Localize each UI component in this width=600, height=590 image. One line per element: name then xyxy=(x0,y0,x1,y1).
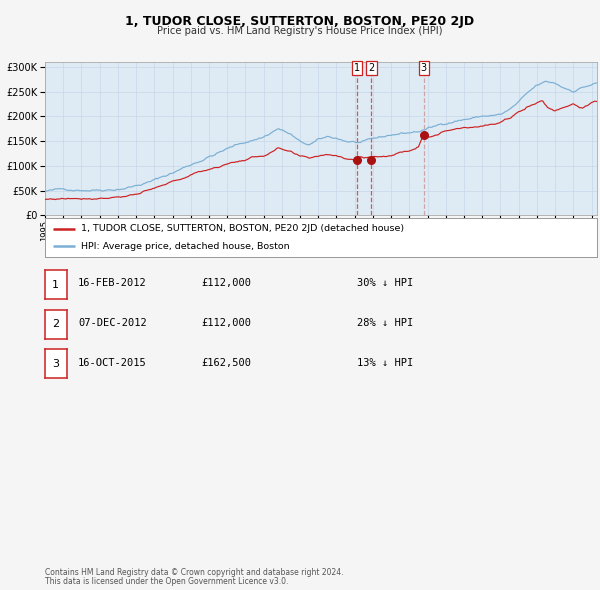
Text: 1, TUDOR CLOSE, SUTTERTON, BOSTON, PE20 2JD (detached house): 1, TUDOR CLOSE, SUTTERTON, BOSTON, PE20 … xyxy=(81,224,404,233)
Text: 16-FEB-2012: 16-FEB-2012 xyxy=(78,278,147,289)
Text: Contains HM Land Registry data © Crown copyright and database right 2024.: Contains HM Land Registry data © Crown c… xyxy=(45,568,343,577)
Text: 13% ↓ HPI: 13% ↓ HPI xyxy=(357,358,413,368)
Point xyxy=(419,130,428,140)
Text: 28% ↓ HPI: 28% ↓ HPI xyxy=(357,318,413,328)
Text: 2: 2 xyxy=(52,319,59,329)
Text: 16-OCT-2015: 16-OCT-2015 xyxy=(78,358,147,368)
Text: 1: 1 xyxy=(354,63,360,73)
Point xyxy=(367,155,376,165)
Text: 3: 3 xyxy=(421,63,427,73)
Text: Price paid vs. HM Land Registry's House Price Index (HPI): Price paid vs. HM Land Registry's House … xyxy=(157,26,443,36)
Text: £112,000: £112,000 xyxy=(201,318,251,328)
Text: £112,000: £112,000 xyxy=(201,278,251,289)
Text: 1: 1 xyxy=(52,280,59,290)
Text: 1, TUDOR CLOSE, SUTTERTON, BOSTON, PE20 2JD: 1, TUDOR CLOSE, SUTTERTON, BOSTON, PE20 … xyxy=(125,15,475,28)
Text: 3: 3 xyxy=(52,359,59,369)
Text: £162,500: £162,500 xyxy=(201,358,251,368)
Text: 07-DEC-2012: 07-DEC-2012 xyxy=(78,318,147,328)
Text: This data is licensed under the Open Government Licence v3.0.: This data is licensed under the Open Gov… xyxy=(45,577,289,586)
Text: 2: 2 xyxy=(368,63,374,73)
Text: 30% ↓ HPI: 30% ↓ HPI xyxy=(357,278,413,289)
Text: HPI: Average price, detached house, Boston: HPI: Average price, detached house, Bost… xyxy=(81,242,290,251)
Point xyxy=(352,155,362,165)
